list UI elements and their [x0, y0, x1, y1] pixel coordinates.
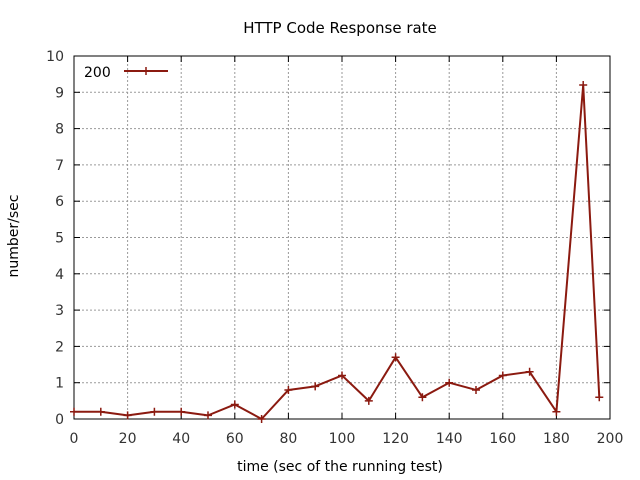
data-point [391, 353, 400, 362]
data-point [123, 411, 132, 420]
x-tick-label: 0 [70, 431, 79, 447]
x-axis-label: time (sec of the running test) [237, 459, 443, 475]
legend: 200 [84, 65, 168, 81]
y-tick-label: 9 [55, 85, 64, 101]
x-tick-label: 80 [279, 431, 297, 447]
x-tick-label: 20 [119, 431, 137, 447]
y-tick-label: 0 [55, 412, 64, 428]
data-point [579, 81, 588, 90]
data-point [204, 411, 212, 420]
data-point [498, 371, 507, 380]
x-tick-label: 40 [172, 431, 190, 447]
y-axis: 0 1 2 3 4 5 6 7 8 9 10 [46, 49, 610, 428]
y-tick-label: 3 [55, 303, 64, 319]
data-point [177, 407, 186, 416]
data-point [445, 378, 454, 387]
data-point [96, 407, 105, 416]
data-point [552, 407, 561, 416]
data-point [418, 393, 427, 402]
data-point [338, 371, 346, 380]
y-axis-label: number/sec [6, 195, 22, 278]
y-tick-label: 5 [55, 231, 64, 247]
series-line [74, 84, 601, 420]
x-tick-label: 100 [329, 431, 356, 447]
grid [73, 55, 611, 420]
legend-sample [124, 67, 168, 75]
x-tick-label: 60 [226, 431, 244, 447]
x-tick-label: 160 [489, 431, 516, 447]
data-point [257, 415, 266, 423]
y-tick-label: 8 [55, 122, 64, 138]
x-tick-label: 180 [543, 431, 570, 447]
y-tick-label: 2 [55, 339, 64, 355]
series-layer [70, 81, 604, 423]
legend-marker [142, 67, 150, 75]
data-point [150, 407, 159, 416]
y-tick-label: 6 [55, 194, 64, 210]
data-point [525, 367, 534, 376]
y-tick-label: 1 [55, 376, 64, 392]
x-tick-label: 200 [597, 431, 624, 447]
legend-label: 200 [84, 65, 111, 81]
y-tick-label: 10 [46, 49, 64, 65]
chart-title: HTTP Code Response rate [243, 19, 437, 37]
y-tick-label: 7 [55, 158, 64, 174]
x-tick-label: 140 [436, 431, 463, 447]
data-point [364, 396, 373, 405]
y-tick-label: 4 [55, 267, 64, 283]
data-point [311, 382, 320, 391]
x-tick-label: 120 [382, 431, 409, 447]
data-point [284, 385, 293, 394]
data-point [70, 407, 78, 416]
data-point [595, 393, 604, 402]
data-point [230, 400, 239, 409]
data-point [472, 385, 480, 394]
